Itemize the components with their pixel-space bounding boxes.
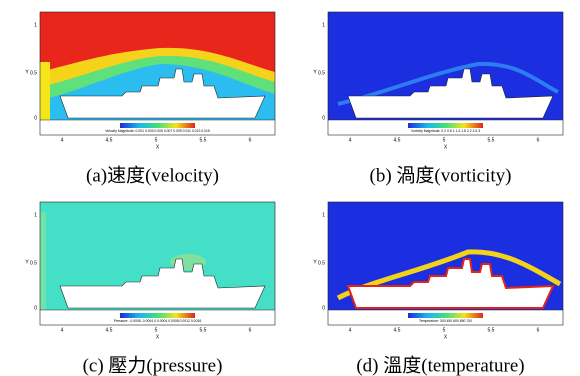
x-tick-label: 4.5 <box>394 137 401 143</box>
y-axis-label: Y <box>25 259 29 265</box>
x-tick-label: 4 <box>61 137 64 143</box>
panel: Temperature: 300 450 600 650 700 1 0.5 0 Y 4 4… <box>313 202 563 376</box>
x-tick-label: 5 <box>443 327 446 333</box>
x-tick-label: 4 <box>61 327 64 333</box>
y-tick-label: 1 <box>34 22 37 28</box>
x-tick-label: 5.5 <box>488 137 495 143</box>
y-tick-label: 0.5 <box>318 260 325 266</box>
y-tick-label: 1 <box>322 212 325 218</box>
caption: (b) 渦度(vorticity) <box>370 164 512 186</box>
x-tick-label: 4.5 <box>106 137 113 143</box>
y-axis-label: Y <box>25 69 29 75</box>
y-axis-label: Y <box>313 259 317 265</box>
x-tick-label: 6 <box>537 327 540 333</box>
legend-bar <box>120 313 195 318</box>
legend-bar <box>120 123 195 128</box>
inflow <box>40 212 46 310</box>
y-tick-label: 0 <box>34 115 37 121</box>
figure: Velocity Magnitude: 0.001 0.003 0.005 0.… <box>0 0 580 376</box>
x-tick-label: 5 <box>443 137 446 143</box>
x-tick-label: 5.5 <box>488 327 495 333</box>
y-tick-label: 0 <box>34 305 37 311</box>
y-tick-label: 0.5 <box>318 70 325 76</box>
y-tick-label: 0 <box>322 305 325 311</box>
panel: Velocity Magnitude: 0.001 0.003 0.005 0.… <box>25 12 275 186</box>
x-axis-label: X <box>156 334 160 340</box>
contour-plot: Pressure: -0.0008 -0.0004 0 0.0004 0.000… <box>40 202 275 325</box>
x-tick-label: 6 <box>537 137 540 143</box>
x-axis-label: X <box>444 144 448 150</box>
x-tick-label: 4 <box>349 137 352 143</box>
contour-plot: Vorticity Magnitude: 0.2 0.6 1 1.4 1.8 2… <box>328 12 563 135</box>
y-tick-label: 0.5 <box>30 260 37 266</box>
x-tick-label: 4.5 <box>394 327 401 333</box>
panel: Vorticity Magnitude: 0.2 0.6 1 1.4 1.8 2… <box>313 12 563 186</box>
legend-label: Pressure: -0.0008 -0.0004 0 0.0004 0.000… <box>114 319 202 323</box>
x-tick-label: 6 <box>249 137 252 143</box>
y-tick-label: 0.5 <box>30 70 37 76</box>
contour-plot: Temperature: 300 450 600 650 700 <box>328 202 563 325</box>
legend-label: Temperature: 300 450 600 650 700 <box>419 319 472 323</box>
contour-plot: Velocity Magnitude: 0.001 0.003 0.005 0.… <box>40 12 275 135</box>
x-tick-label: 4.5 <box>106 327 113 333</box>
x-tick-label: 5.5 <box>200 327 207 333</box>
caption: (a)速度(velocity) <box>86 164 219 186</box>
x-tick-label: 5 <box>155 137 158 143</box>
legend-label: Velocity Magnitude: 0.001 0.003 0.005 0.… <box>105 129 210 133</box>
inflow <box>40 62 50 120</box>
y-tick-label: 1 <box>322 22 325 28</box>
legend-bar <box>408 123 483 128</box>
legend-label: Vorticity Magnitude: 0.2 0.6 1 1.4 1.8 2… <box>411 129 480 133</box>
y-tick-label: 1 <box>34 212 37 218</box>
y-axis-label: Y <box>313 69 317 75</box>
panel: Pressure: -0.0008 -0.0004 0 0.0004 0.000… <box>25 202 275 376</box>
x-axis-label: X <box>444 334 448 340</box>
x-tick-label: 5.5 <box>200 137 207 143</box>
x-axis-label: X <box>156 144 160 150</box>
x-tick-label: 5 <box>155 327 158 333</box>
y-tick-label: 0 <box>322 115 325 121</box>
caption: (d) 溫度(temperature) <box>356 354 524 376</box>
x-tick-label: 6 <box>249 327 252 333</box>
legend-bar <box>408 313 483 318</box>
caption: (c) 壓力(pressure) <box>83 354 223 376</box>
x-tick-label: 4 <box>349 327 352 333</box>
